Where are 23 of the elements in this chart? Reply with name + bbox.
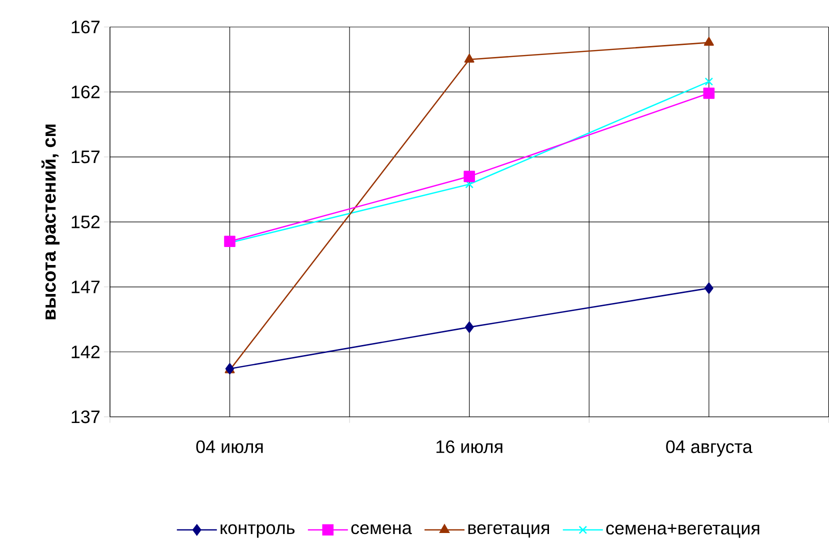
x-tick-label: 04 июля [196, 440, 263, 454]
y-tick-label: 142 [72, 346, 100, 358]
y-tick-label: 152 [72, 216, 100, 228]
legend-label: семена [351, 524, 412, 534]
point [464, 322, 474, 333]
point [704, 282, 714, 294]
x-tick-label: 16 июля [436, 440, 502, 454]
point [224, 236, 236, 248]
y-axis-title: высота растений, см [41, 124, 60, 320]
x-tick-label: 04 августа [666, 440, 752, 457]
point [464, 54, 474, 63]
legend-label: вегетация [468, 524, 549, 538]
y-tick-label: 137 [72, 410, 100, 424]
point [703, 88, 715, 100]
y-tick-label: 157 [72, 150, 100, 164]
point [464, 170, 475, 182]
legend-label: контроль [220, 524, 295, 538]
point [704, 37, 714, 46]
y-tick-label: 147 [72, 280, 100, 294]
y-tick-label: 167 [72, 20, 100, 34]
y-tick-label: 162 [72, 86, 100, 98]
legend-label: семена+вегетация [606, 524, 760, 538]
point [704, 77, 714, 86]
